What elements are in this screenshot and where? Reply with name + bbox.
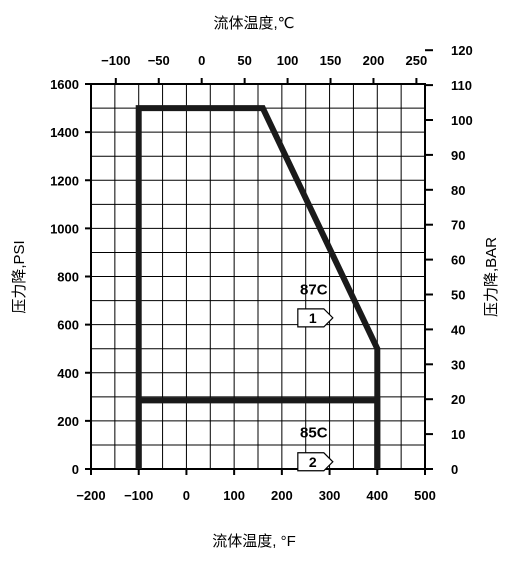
x-bottom-tick-label: 100 bbox=[223, 488, 245, 503]
y-left-tick-label: 1000 bbox=[50, 221, 79, 236]
x-top-tick-label: 100 bbox=[277, 53, 299, 68]
x-axis-top-title: 流体温度,℃ bbox=[213, 15, 294, 32]
y-axis-right-title: 压力降,BAR bbox=[483, 237, 500, 317]
y-left-tick-label: 1400 bbox=[50, 125, 79, 140]
y-right-tick-label: 40 bbox=[451, 322, 465, 337]
y-axis-left-title: 压力降,PSI bbox=[11, 240, 28, 313]
x-bottom-tick-label: 200 bbox=[271, 488, 293, 503]
y-right-tick-label: 80 bbox=[451, 183, 465, 198]
y-left-tick-label: 200 bbox=[57, 414, 79, 429]
x-top-tick-label: 150 bbox=[320, 53, 342, 68]
x-top-tick-label: −50 bbox=[148, 53, 170, 68]
tick-layer: −200 −100 0 100 200 300 400 500−100 −50 0 50 100 150… bbox=[50, 43, 473, 503]
x-top-tick-label: 50 bbox=[237, 53, 251, 68]
y-right-tick-label: 90 bbox=[451, 148, 465, 163]
y-right-tick-label: 120 bbox=[451, 43, 473, 58]
series-marker-number-85c: 2 bbox=[309, 454, 317, 470]
x-top-tick-label: 250 bbox=[406, 53, 428, 68]
x-bottom-tick-label: 400 bbox=[366, 488, 388, 503]
x-top-tick-label: 200 bbox=[363, 53, 385, 68]
label-layer: 流体温度,℃ 流体温度, °F 压力降,PSI 压力降,BAR bbox=[11, 15, 500, 550]
y-left-tick-label: 0 bbox=[72, 462, 79, 477]
x-top-tick-label: 0 bbox=[198, 53, 205, 68]
series-marker-tag-85c bbox=[297, 452, 334, 472]
y-right-tick-label: 50 bbox=[451, 288, 465, 303]
y-right-tick-label: 100 bbox=[451, 113, 473, 128]
x-bottom-tick-label: 300 bbox=[319, 488, 341, 503]
y-right-tick-label: 110 bbox=[451, 78, 472, 93]
series-label-85c: 85C bbox=[300, 425, 328, 442]
y-right-tick-label: 60 bbox=[451, 253, 465, 268]
x-bottom-tick-label: 0 bbox=[183, 488, 190, 503]
y-right-tick-label: 10 bbox=[451, 427, 465, 442]
y-left-tick-label: 800 bbox=[57, 270, 79, 285]
x-bottom-tick-label: −200 bbox=[76, 488, 105, 503]
y-left-tick-label: 1600 bbox=[50, 77, 79, 92]
series-marker-tag-87c bbox=[297, 308, 334, 328]
y-left-tick-label: 400 bbox=[57, 366, 79, 381]
series-line-85c bbox=[135, 397, 381, 469]
series-layer: 87C 1 85C 2 bbox=[135, 105, 381, 472]
series-line-87c bbox=[135, 105, 381, 469]
y-right-tick-label: 70 bbox=[451, 218, 465, 233]
series-marker-number-87c: 1 bbox=[309, 310, 317, 326]
x-top-tick-label: −100 bbox=[101, 53, 130, 68]
y-left-tick-label: 600 bbox=[57, 318, 79, 333]
x-bottom-tick-label: 500 bbox=[414, 488, 436, 503]
series-label-87c: 87C bbox=[300, 282, 328, 299]
y-right-tick-label: 0 bbox=[451, 462, 458, 477]
y-right-tick-label: 20 bbox=[451, 392, 465, 407]
y-left-tick-label: 1200 bbox=[50, 173, 79, 188]
y-right-tick-label: 30 bbox=[451, 357, 465, 372]
x-bottom-tick-label: −100 bbox=[124, 488, 153, 503]
x-axis-bottom-title: 流体温度, °F bbox=[212, 533, 296, 550]
